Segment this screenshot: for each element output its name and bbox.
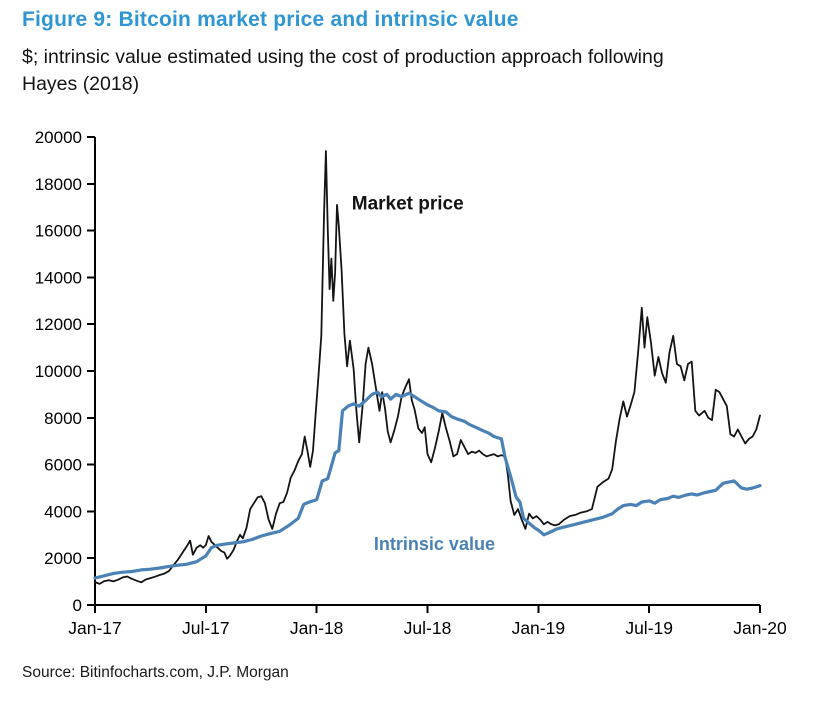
series-intrinsic-value (93, 390, 762, 580)
y-tick-label: 10000 (35, 362, 82, 381)
x-tick-label: Jul-19 (625, 618, 673, 638)
intrinsic-value-series-label: Intrinsic value (374, 534, 495, 554)
bitcoin-price-chart: 0 2000 4000 6000 8000 10000 12000 14000 16000 180… (35, 128, 787, 638)
y-tick-label: 2000 (44, 549, 82, 568)
y-tick-label: 14000 (35, 268, 82, 287)
y-tick-label: 4000 (44, 502, 82, 521)
figure-title: Figure 9: Bitcoin market price and intri… (22, 8, 519, 31)
y-tick-label: 20000 (35, 128, 82, 147)
subtitle-line-2: Hayes (2018) (22, 73, 140, 96)
market-price-series-label: Market price (352, 194, 464, 215)
y-tick-label: 16000 (35, 222, 82, 241)
figure-subtitle: $; intrinsic value estimated using the c… (22, 44, 802, 99)
subtitle-line-1: $; intrinsic value estimated using the c… (22, 46, 664, 68)
x-tick-label: Jul-17 (182, 618, 230, 638)
x-tick-label: Jan-18 (290, 618, 344, 638)
y-tick-label: 18000 (35, 175, 82, 194)
source-note: Source: Bitinfocharts.com, J.P. Morgan (22, 664, 289, 681)
y-tick-label: 0 (73, 596, 82, 615)
plot-layer: 0 2000 4000 6000 8000 10000 12000 14000 16000 180… (35, 128, 787, 638)
x-tick-label: Jan-20 (733, 618, 787, 638)
x-tick-label: Jul-18 (404, 618, 452, 638)
y-tick-label: 12000 (35, 315, 82, 334)
x-tick-label: Jan-17 (68, 618, 122, 638)
y-tick-label: 8000 (44, 409, 82, 428)
y-tick-label: 6000 (44, 456, 82, 475)
x-tick-label: Jan-19 (512, 618, 566, 638)
series-market-price (94, 150, 761, 585)
